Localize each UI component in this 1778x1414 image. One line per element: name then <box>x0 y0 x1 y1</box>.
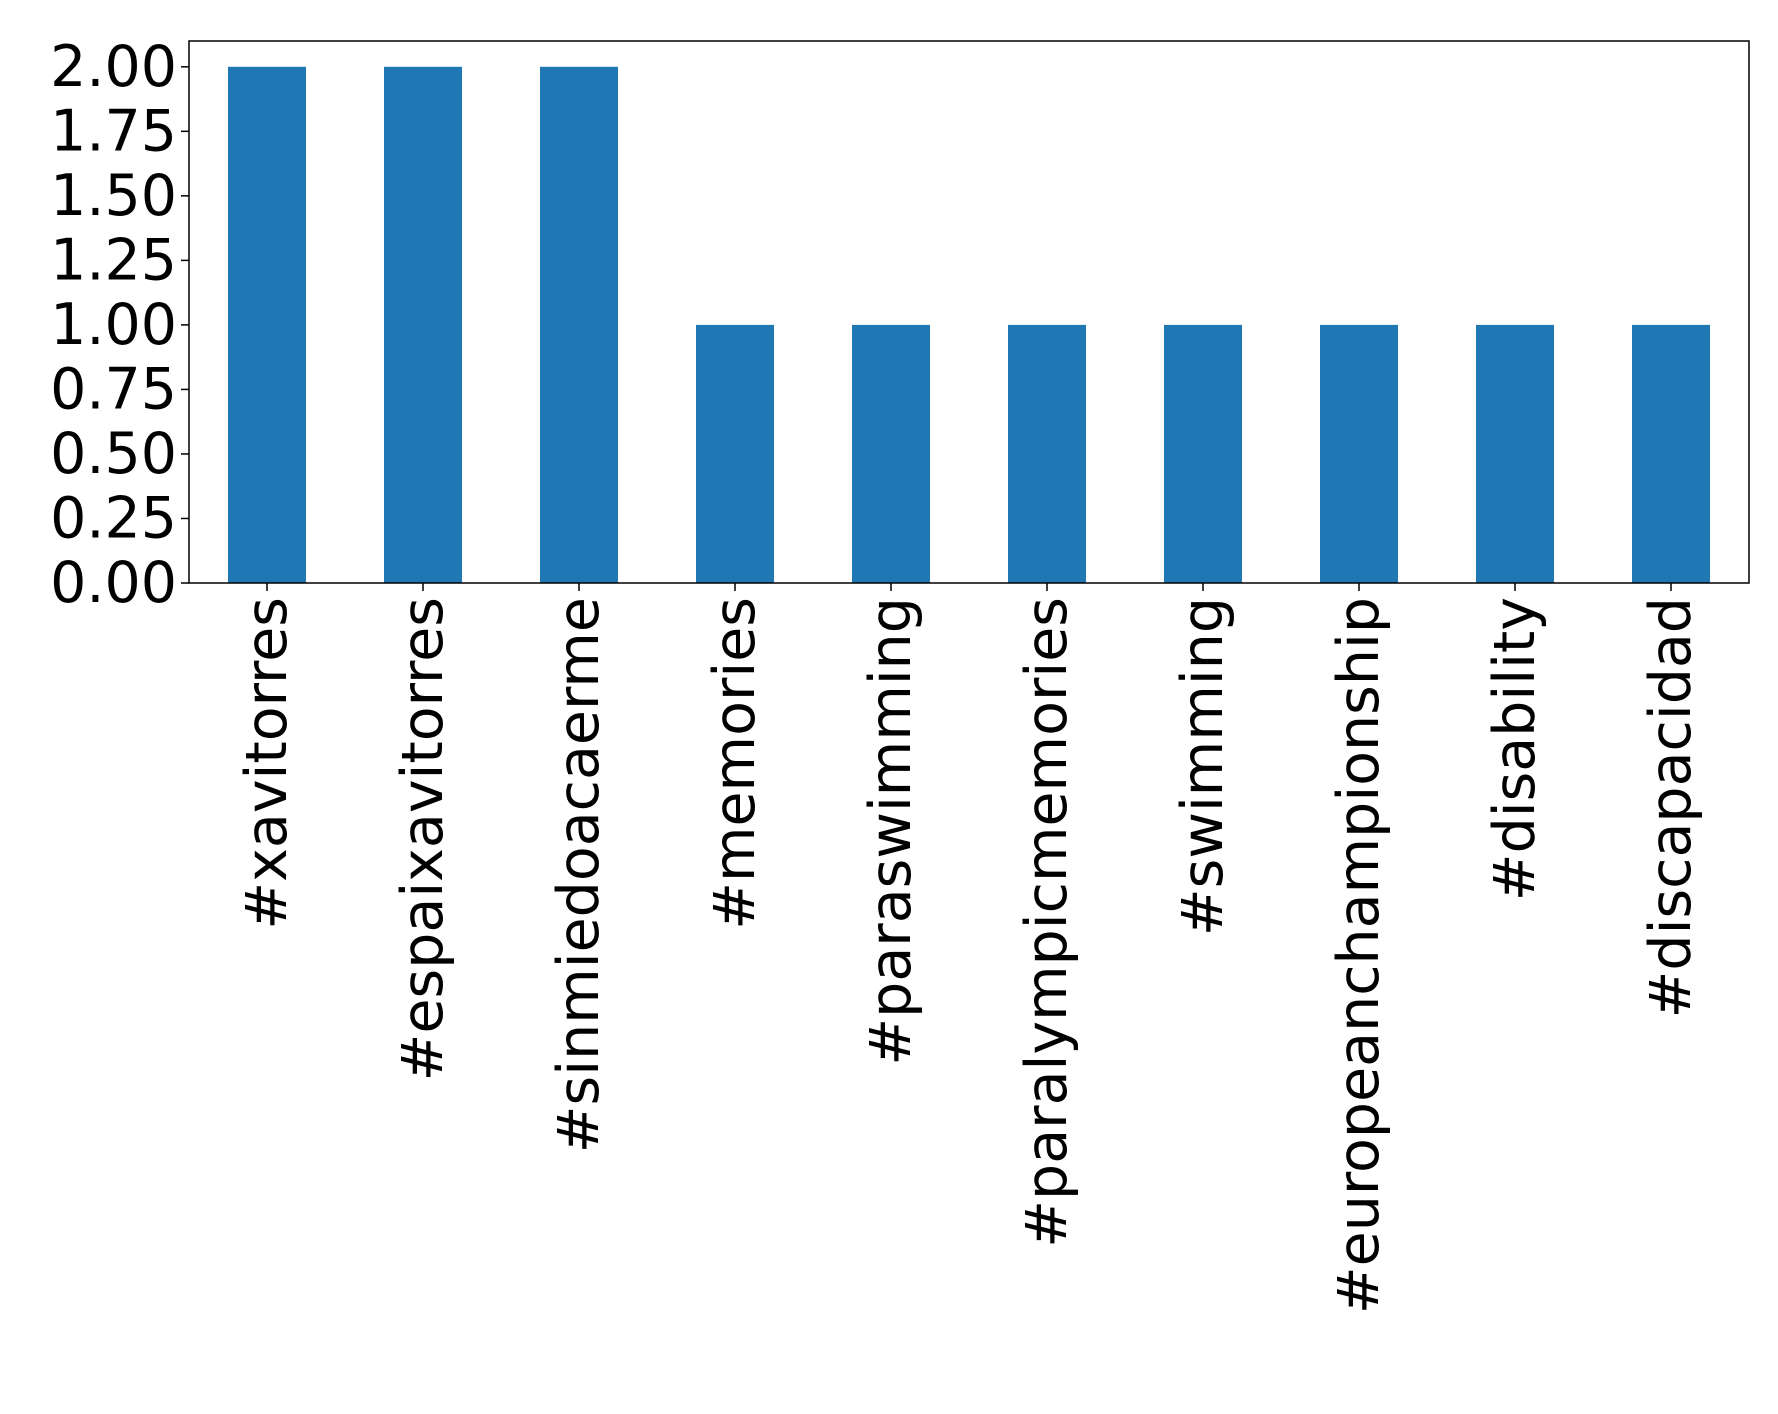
y-tick-label: 0.25 <box>50 485 177 551</box>
x-tick-label: #sinmiedoacaerme <box>546 597 612 1153</box>
x-tick-label: #espaixavitorres <box>390 597 456 1081</box>
x-tick-label: #paraswimming <box>858 597 924 1066</box>
bar <box>1008 324 1086 583</box>
y-tick-label: 0.75 <box>50 356 177 422</box>
y-tick-label: 1.00 <box>50 292 177 358</box>
bar <box>384 66 462 584</box>
y-tick-label: 0.50 <box>50 421 177 487</box>
y-tick-label: 0.00 <box>50 550 177 616</box>
bar <box>852 324 930 583</box>
x-tick-label: #europeanchampionship <box>1326 597 1392 1314</box>
bar <box>696 324 774 583</box>
x-tick-label: #disability <box>1482 597 1548 901</box>
y-tick-label: 1.50 <box>50 163 177 229</box>
y-tick-label: 1.25 <box>50 227 177 293</box>
y-tick-label: 2.00 <box>50 34 177 100</box>
x-tick-label: #discapacidad <box>1638 597 1704 1018</box>
bar <box>1632 324 1710 583</box>
plot-frame <box>188 40 1750 584</box>
x-tick-label: #swimming <box>1170 597 1236 936</box>
bar <box>1476 324 1554 583</box>
bar <box>228 66 306 584</box>
bar <box>1164 324 1242 583</box>
bar <box>1320 324 1398 583</box>
x-tick-label: #xavitorres <box>234 597 300 930</box>
bar <box>540 66 618 584</box>
y-tick-label: 1.75 <box>50 98 177 164</box>
x-tick-label: #memories <box>702 597 768 930</box>
x-tick-label: #paralympicmemories <box>1014 597 1080 1248</box>
